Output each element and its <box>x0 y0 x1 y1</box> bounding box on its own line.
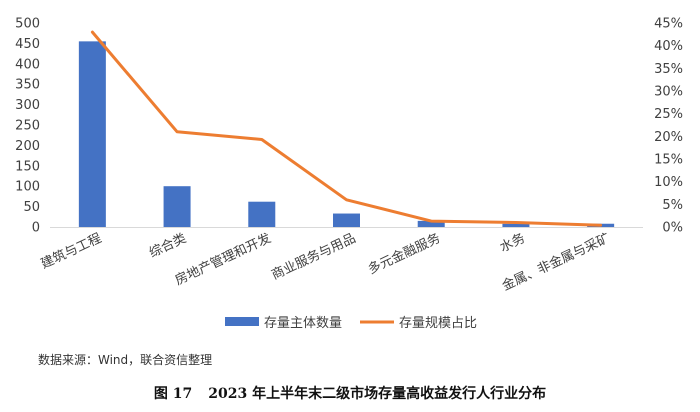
left-tick-label: 500 <box>15 17 40 32</box>
right-tick-label: 40% <box>654 39 683 54</box>
bar <box>417 220 445 227</box>
legend: 存量主体数量 存量规模占比 <box>225 316 477 331</box>
category-label: 水务 <box>497 230 527 255</box>
left-tick-label: 350 <box>15 78 40 93</box>
line-series <box>90 30 603 227</box>
left-tick-label: 200 <box>15 139 40 154</box>
right-tick-label: 0% <box>662 221 683 236</box>
bar <box>248 201 276 227</box>
right-tick-label: 15% <box>654 153 683 168</box>
left-tick-label: 450 <box>15 37 40 52</box>
figure-number: 图 17 <box>153 386 193 402</box>
right-tick-label: 5% <box>662 198 683 213</box>
right-tick-label: 10% <box>654 175 683 190</box>
bar <box>502 223 530 227</box>
right-tick-label: 30% <box>654 85 683 100</box>
category-label: 建筑与工程 <box>38 230 104 272</box>
right-tick-label: 45% <box>654 17 683 32</box>
legend-line-label: 存量规模占比 <box>399 316 477 331</box>
category-label: 房地产管理和开发 <box>172 230 273 288</box>
source-note: 数据来源：Wind，联合资信整理 <box>38 353 213 367</box>
right-tick-label: 25% <box>654 107 683 122</box>
figure-caption: 图 17 2023 年上半年末二级市场存量高收益发行人行业分布 <box>0 383 700 403</box>
left-tick-label: 300 <box>15 98 40 113</box>
category-label: 多元金融服务 <box>365 230 442 277</box>
bar <box>78 41 106 227</box>
left-axis-ticks: 0 50 100 150 200 250 300 350 400 450 500 <box>15 17 40 236</box>
left-tick-label: 400 <box>15 57 40 72</box>
category-label: 商业服务与用品 <box>269 230 358 283</box>
legend-bar-label: 存量主体数量 <box>264 316 342 331</box>
left-tick-label: 250 <box>15 119 40 134</box>
left-tick-label: 0 <box>32 221 40 236</box>
right-axis-ticks: 0% 5% 10% 15% 20% 25% 30% 35% 40% 45% <box>654 17 683 236</box>
figure-title: 2023 年上半年末二级市场存量高收益发行人行业分布 <box>208 386 547 402</box>
left-tick-label: 150 <box>15 159 40 174</box>
left-tick-label: 100 <box>15 180 40 195</box>
category-label: 综合类 <box>147 231 189 261</box>
right-tick-label: 35% <box>654 62 683 77</box>
legend-bar-swatch <box>225 317 259 326</box>
bar <box>333 213 360 227</box>
left-tick-label: 50 <box>23 200 40 215</box>
right-tick-label: 20% <box>654 130 683 145</box>
combo-chart: 0 50 100 150 200 250 300 350 400 450 500 0% 5% 10% 15… <box>15 17 683 332</box>
bar <box>163 186 191 227</box>
